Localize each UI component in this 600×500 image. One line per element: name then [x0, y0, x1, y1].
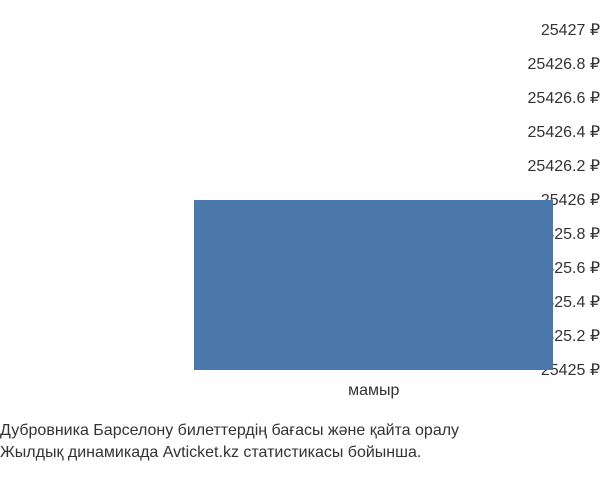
x-tick-label: мамыр	[348, 382, 399, 400]
bar	[194, 200, 553, 370]
price-chart: 25425 ₽25425.2 ₽25425.4 ₽25425.6 ₽25425.…	[0, 0, 600, 500]
y-tick-label: 25427 ₽	[486, 20, 600, 40]
y-tick-label: 25426.8 ₽	[486, 54, 600, 74]
y-tick-label: 25426.2 ₽	[486, 156, 600, 176]
y-tick-label: 25426.6 ₽	[486, 88, 600, 108]
caption-line: Дубровника Барселону билеттердің бағасы …	[0, 420, 600, 442]
chart-caption: Дубровника Барселону билеттердің бағасы …	[0, 420, 600, 463]
y-tick-label: 25426.4 ₽	[486, 122, 600, 142]
caption-line: Жылдық динамикада Avticket.kz статистика…	[0, 442, 600, 464]
